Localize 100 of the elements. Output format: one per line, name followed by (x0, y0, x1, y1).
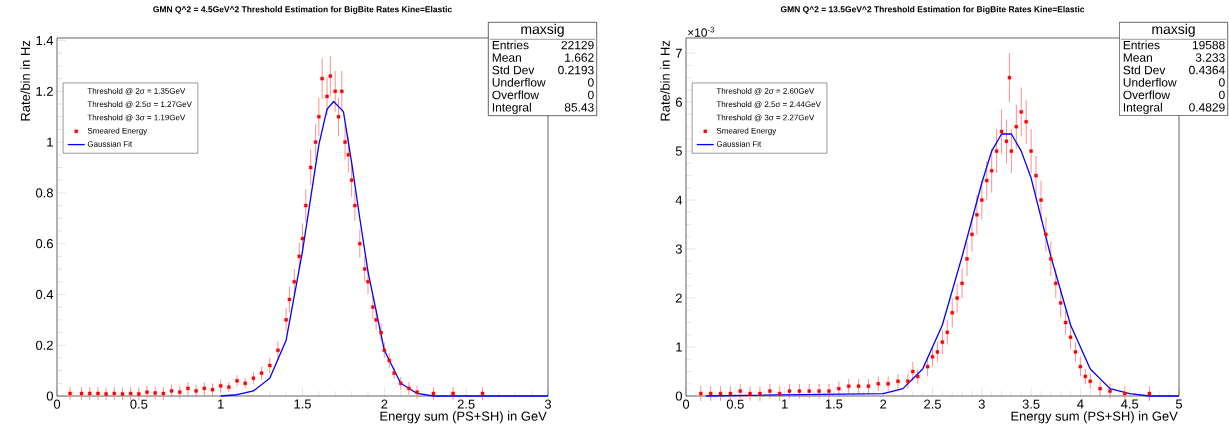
text: 0.2193 (558, 65, 594, 75)
point (227, 385, 231, 389)
point (276, 348, 280, 352)
x-tick-label: 0 (682, 399, 690, 409)
point (79, 391, 84, 396)
text: 0.4829 (1189, 103, 1225, 112)
point (371, 305, 375, 309)
y-tick-label: 1.4 (36, 36, 54, 45)
y-tick-label: 2 (675, 293, 682, 303)
point (161, 391, 166, 396)
point (259, 371, 264, 375)
text: 0 (1219, 90, 1225, 100)
point (292, 280, 297, 284)
point (346, 153, 351, 157)
y-tick-label: 1 (47, 137, 53, 147)
x-tick-label: 2.5 (457, 399, 475, 409)
x-tick-label: 1 (782, 399, 788, 409)
point (379, 330, 383, 335)
x-tick-label: 2.5 (924, 399, 941, 409)
point (297, 254, 301, 259)
annotation: Overflow (492, 90, 540, 100)
point (480, 391, 485, 396)
x-tick-label: 0.5 (130, 399, 148, 409)
annotation: Underflow (492, 77, 546, 87)
point (451, 391, 455, 396)
point (320, 76, 324, 81)
y-tick-label: 0 (675, 391, 682, 401)
point (349, 178, 354, 182)
point (284, 318, 288, 322)
point (399, 381, 403, 385)
point (153, 391, 157, 395)
point (333, 89, 337, 94)
point (120, 392, 125, 396)
y-axis-title: Rate/bin in Hz (660, 40, 670, 121)
text: 0 (588, 90, 594, 100)
y-tick-label: 1.2 (36, 86, 53, 96)
point (112, 391, 116, 396)
text: 85.43 (564, 103, 594, 112)
point (145, 390, 149, 394)
point (387, 358, 391, 363)
text: 0 (588, 78, 594, 87)
point (300, 236, 305, 241)
annotation: Entries (1123, 40, 1160, 50)
point (328, 74, 333, 78)
y-tick-label: 3 (675, 244, 682, 254)
point (178, 390, 182, 394)
point (325, 94, 329, 99)
annotation: Mean (492, 53, 521, 62)
point (243, 381, 247, 385)
point (96, 391, 100, 396)
x-tick-label: 3.5 (1022, 399, 1040, 409)
x-tick-label: 4 (1077, 399, 1084, 409)
point (366, 280, 370, 284)
x-tick-label: 1 (218, 399, 224, 409)
point (235, 379, 239, 383)
point (353, 203, 357, 208)
point (68, 391, 72, 396)
annotation: Entries (492, 40, 529, 50)
text: ×10$^{-3}$ (688, 26, 715, 37)
annotation: Std Dev (1123, 65, 1166, 75)
point (415, 390, 419, 394)
chart-title: GMN Q^2 = 13.5GeV^2 Threshold Estimation for BigBite Rates Kine=Elastic (780, 6, 1085, 14)
x-axis-title: Energy sum (PS+SH) in GeV (380, 411, 547, 424)
point (308, 165, 313, 170)
x-axis-title: Energy sum (PS+SH) in GeV (1011, 411, 1178, 424)
point (343, 140, 347, 144)
chart-title: GMN Q^2 = 4.5GeV^2 Threshold Estimation for BigBite Rates Kine=Elastic (153, 6, 452, 14)
point (137, 392, 141, 396)
point (169, 389, 174, 393)
y-tick-label: 4 (675, 195, 683, 205)
y-tick-label: 1 (676, 342, 682, 352)
y-tick-label: 5 (675, 146, 682, 156)
annotation: Overflow (1123, 90, 1171, 100)
annotation: Integral (492, 102, 531, 114)
point (431, 391, 436, 396)
x-tick-label: 3 (978, 399, 985, 409)
point (336, 115, 341, 119)
x-tick-label: 0.5 (726, 399, 744, 409)
annotation: Std Dev (492, 65, 535, 75)
y-axis-title: Rate/bin in Hz (20, 40, 30, 121)
point (304, 203, 308, 208)
text: 22129 (561, 40, 594, 50)
text: 0 (1219, 78, 1225, 87)
text: maxsig (521, 23, 564, 37)
point (382, 348, 387, 352)
y-tick-label: 0.8 (35, 188, 53, 198)
text: 19588 (1192, 40, 1225, 50)
point (358, 241, 362, 246)
point (287, 297, 292, 302)
y-tick-label: 0.6 (35, 239, 53, 249)
point (218, 384, 223, 388)
point (194, 389, 198, 393)
point (186, 386, 190, 391)
x-tick-label: 4.5 (1121, 399, 1139, 409)
point (104, 392, 108, 396)
x-tick-label: 2 (381, 399, 388, 409)
annotation: Mean (1123, 53, 1152, 62)
point (202, 386, 207, 391)
point (268, 363, 272, 368)
x-tick-label: 0 (53, 399, 61, 409)
